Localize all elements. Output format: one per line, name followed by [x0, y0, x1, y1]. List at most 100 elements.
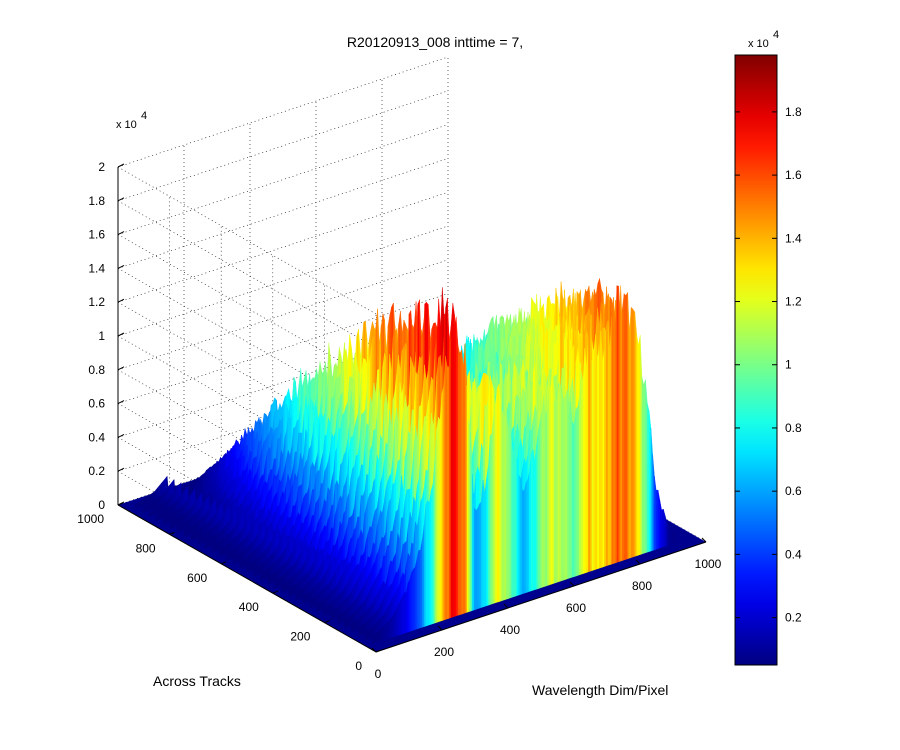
surface-strip	[220, 538, 223, 550]
surface-strip	[215, 543, 218, 552]
surface-strip	[148, 510, 151, 517]
side-wall-grid-horizontal	[117, 200, 377, 349]
side-wall-grid-horizontal	[117, 301, 377, 450]
surface-strip	[152, 508, 155, 516]
surface-strip	[176, 517, 180, 527]
surface-strip	[244, 557, 248, 567]
surface-strip	[213, 544, 216, 553]
surface-strip	[134, 503, 137, 509]
surface-strip	[208, 529, 211, 542]
surface-strip	[316, 602, 319, 613]
surface-strip	[199, 527, 202, 538]
surface-strip	[227, 542, 230, 554]
surface-strip	[255, 567, 258, 576]
back-wall-grid-horizontal	[117, 225, 449, 337]
side-wall-grid-horizontal	[117, 166, 377, 315]
surface-strip	[260, 571, 263, 581]
surface-strip	[332, 609, 335, 620]
surface-strip	[145, 496, 148, 506]
surface-strip	[262, 570, 265, 580]
surface-strip	[199, 536, 202, 545]
surface-strip	[173, 511, 176, 522]
surface-strip	[246, 564, 249, 573]
surface-strip	[225, 544, 228, 555]
surface-strip	[166, 516, 169, 524]
surface-strip	[251, 561, 255, 571]
chart-title: R20120913_008 inttime = 7,	[347, 34, 523, 50]
back-wall-grid-horizontal	[117, 191, 449, 303]
side-wall-grid-horizontal	[117, 234, 377, 382]
surface-strip	[297, 590, 300, 600]
surface-strip	[274, 579, 277, 589]
surface-strip	[340, 612, 343, 624]
surface-strip	[302, 595, 305, 605]
surface-strip	[161, 502, 164, 513]
surface-strip	[196, 520, 199, 533]
surface-strip	[208, 539, 211, 548]
surface-strip	[311, 597, 314, 608]
surface-strip	[164, 517, 167, 525]
surface-strip	[189, 517, 192, 529]
surface-strip	[232, 556, 235, 565]
surface-strip	[180, 514, 183, 526]
surface-strip	[143, 505, 146, 513]
surface-strip	[141, 498, 145, 507]
surface-strip	[228, 550, 232, 560]
surface-strip	[237, 553, 241, 563]
surface-strip	[281, 583, 284, 593]
surface-strip	[169, 504, 173, 517]
surface-strip	[337, 614, 340, 625]
surface-strip	[155, 514, 158, 521]
surface-strip	[298, 589, 301, 600]
surface-strip	[211, 536, 214, 547]
surface-strip	[169, 522, 172, 529]
surface-strip	[283, 582, 286, 592]
surface-strip	[206, 531, 209, 542]
surface-strip	[171, 512, 174, 522]
surface-strip	[242, 558, 246, 568]
surface-strip	[143, 497, 146, 506]
surface-plot	[134, 278, 677, 645]
surface-strip	[257, 566, 260, 576]
surface-strip	[249, 562, 253, 572]
surface-strip	[150, 501, 153, 510]
surface-strip	[318, 601, 321, 612]
surface-strip	[203, 524, 206, 537]
surface-strip	[194, 531, 197, 540]
surface-strip	[290, 586, 293, 596]
surface-strip	[150, 509, 153, 517]
side-wall-grid-horizontal	[117, 268, 377, 416]
surface-strip	[264, 569, 267, 580]
surface-strip	[220, 547, 223, 557]
surface-strip	[155, 497, 159, 509]
surface-strip	[309, 598, 312, 609]
surface-strip	[185, 519, 188, 530]
surface-strip	[154, 498, 157, 509]
surface-strip	[232, 547, 235, 559]
surface-strip	[201, 535, 204, 544]
surface-strip	[164, 508, 167, 518]
surface-strip	[175, 509, 178, 521]
surface-strip	[326, 604, 329, 616]
surface-strip	[194, 522, 197, 534]
surface-strip	[276, 578, 279, 588]
surface-strip	[192, 523, 195, 534]
surface-strip	[159, 503, 162, 514]
surface-strip	[162, 510, 166, 519]
surface-strip	[152, 499, 155, 510]
back-wall-grid-horizontal	[117, 124, 449, 235]
surface-strip	[187, 527, 190, 536]
surface-strip	[174, 519, 178, 528]
surface-strip	[171, 521, 174, 529]
surface-strip	[248, 563, 251, 572]
surface-strip	[197, 537, 200, 545]
side-wall-grid-horizontal	[117, 335, 377, 484]
surface-strip	[147, 495, 150, 505]
surface-strip	[197, 528, 200, 539]
back-wall-grid-horizontal	[117, 158, 449, 269]
surface-strip	[168, 505, 171, 517]
surface-strip	[204, 541, 207, 549]
surface-strip	[333, 608, 336, 620]
surface-strip	[145, 505, 148, 512]
surface-strip	[223, 545, 227, 555]
